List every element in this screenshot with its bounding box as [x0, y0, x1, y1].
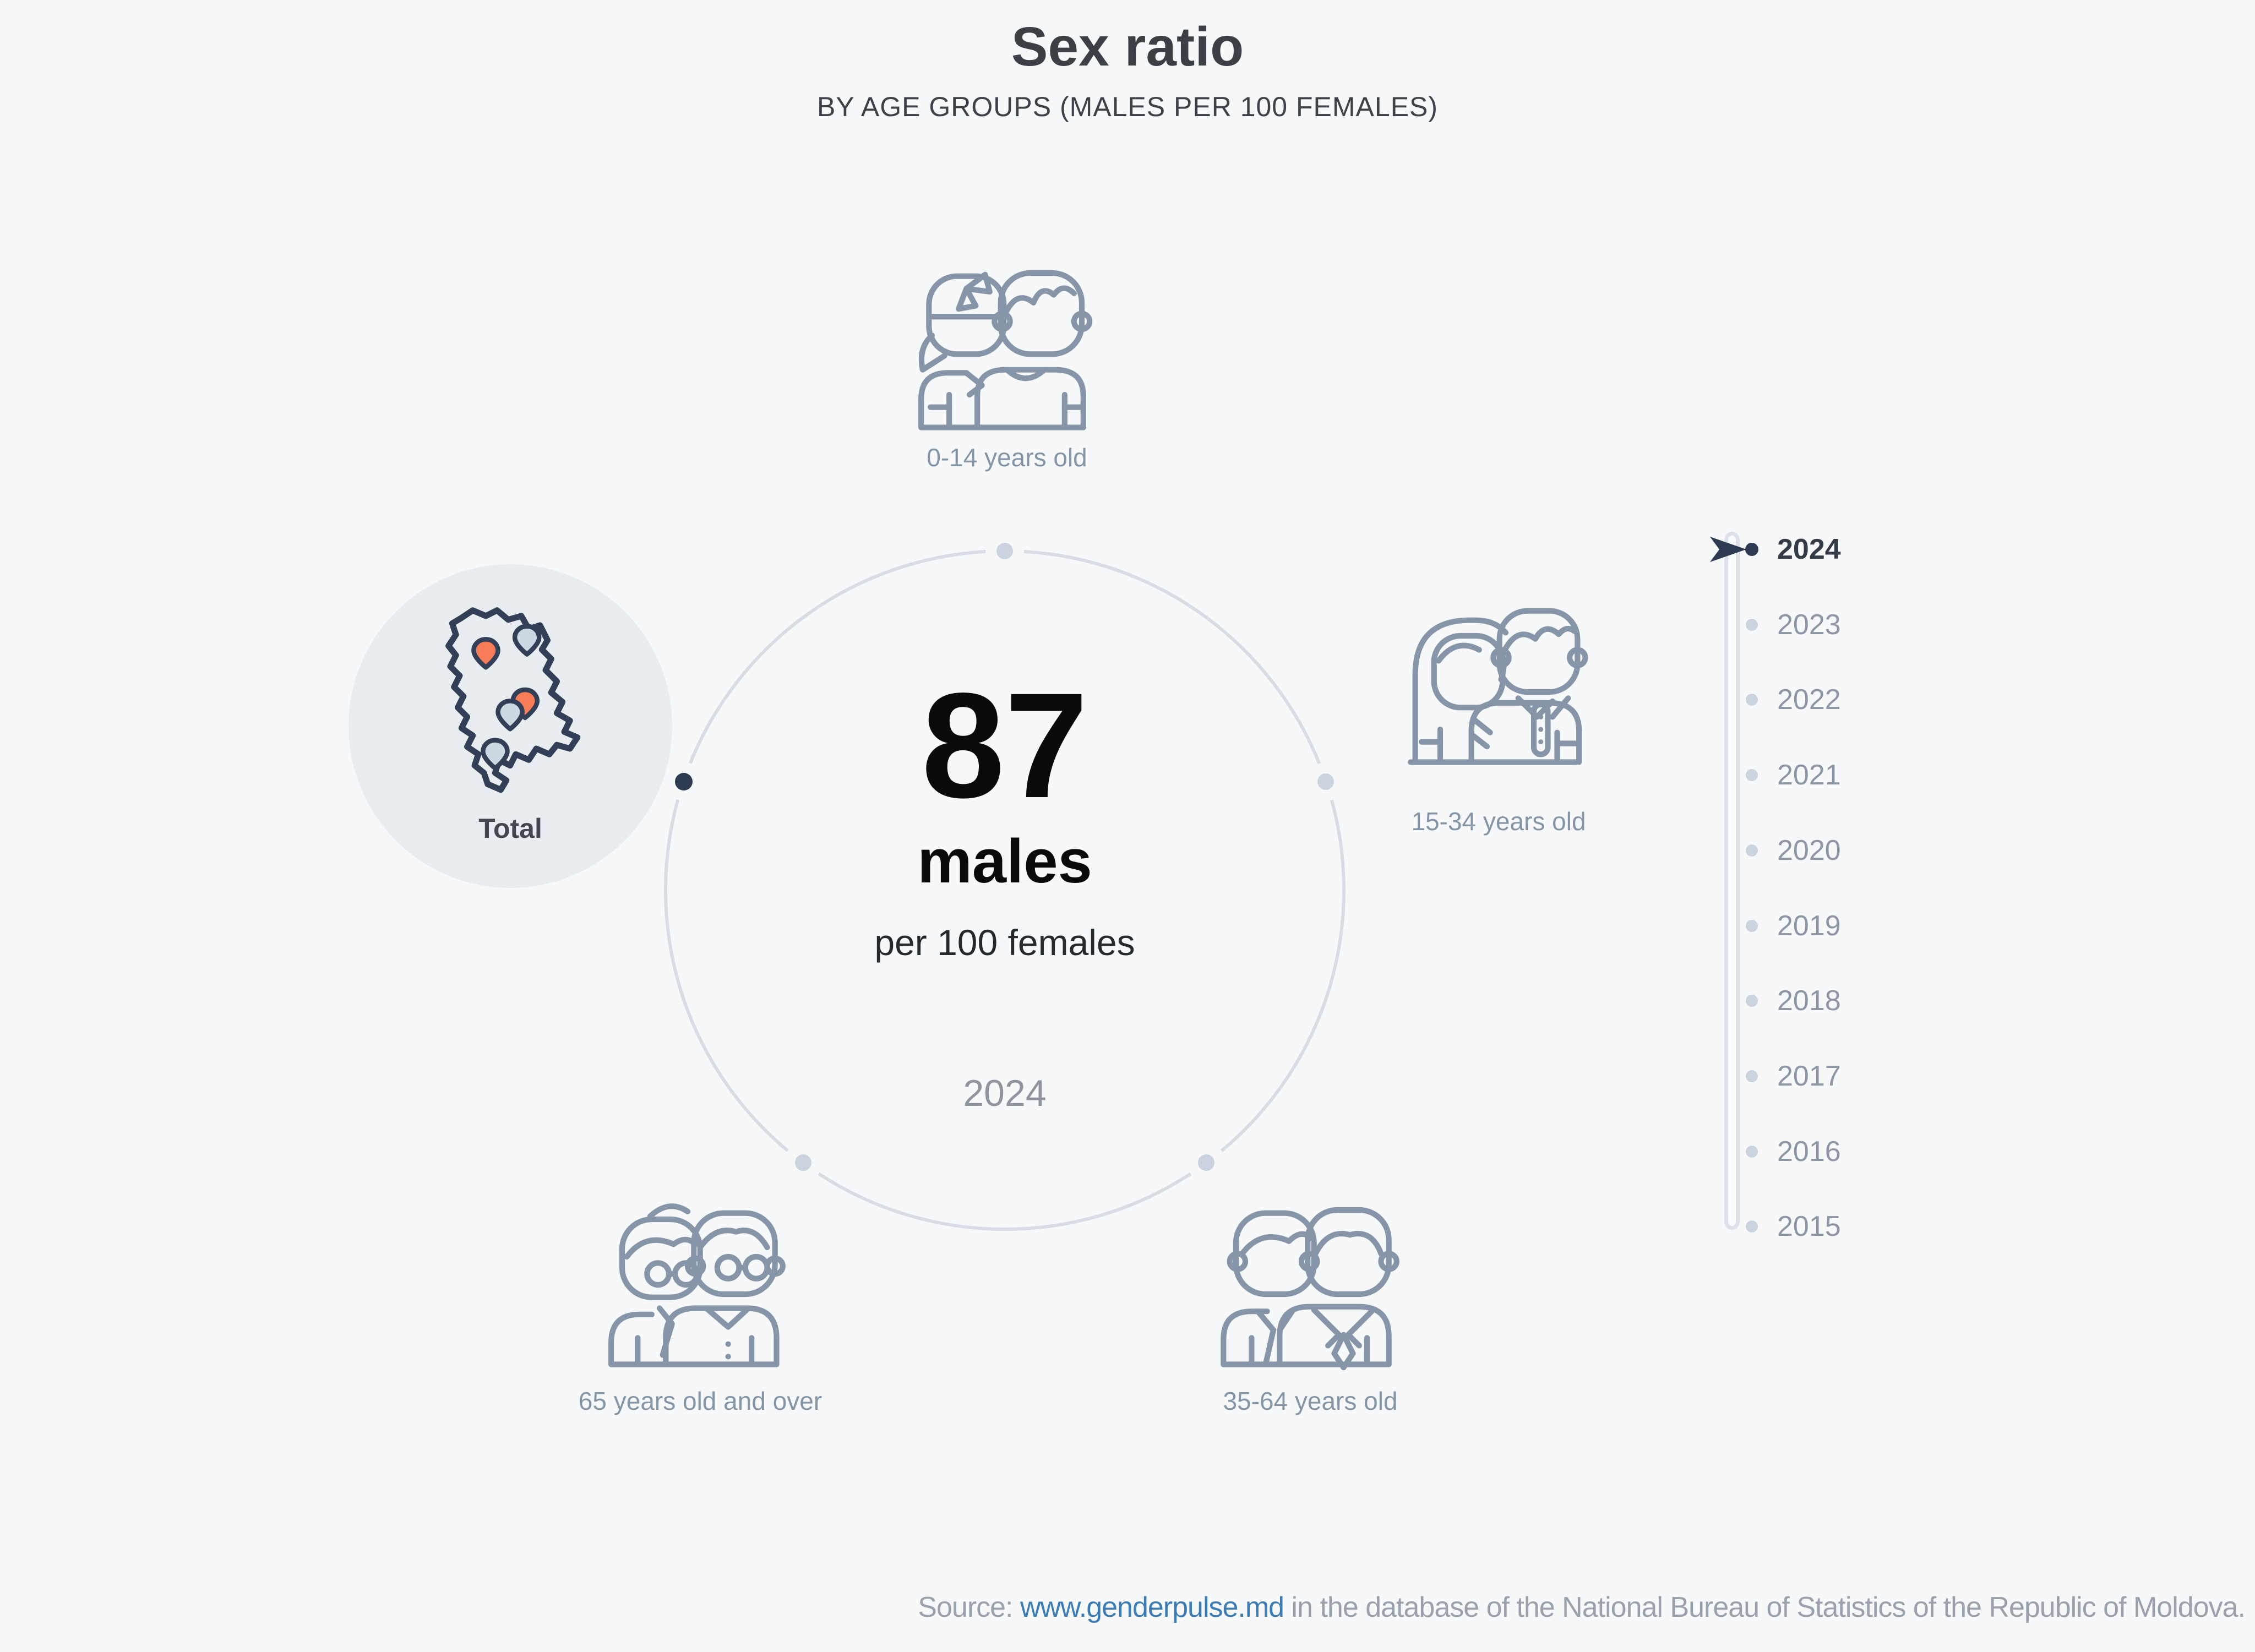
year-label[interactable]: 2018 [1777, 985, 1841, 1017]
node-dot-65-over[interactable] [795, 1154, 811, 1171]
year-label[interactable]: 2021 [1777, 759, 1841, 791]
year-item-2023[interactable]: 2023 [1740, 609, 1971, 640]
map-pins [471, 624, 542, 771]
year-label[interactable]: 2017 [1777, 1060, 1841, 1092]
ratio-unit: males [917, 827, 1092, 896]
year-label[interactable]: 2020 [1777, 835, 1841, 866]
light-pin-icon [481, 738, 510, 771]
young-adults-duo-icon[interactable] [1403, 589, 1590, 776]
year-dot[interactable] [1746, 619, 1758, 631]
year-label[interactable]: 2016 [1777, 1136, 1841, 1168]
label-35-64[interactable]: 35-64 years old [1223, 1387, 1398, 1415]
year-dot[interactable] [1746, 769, 1758, 781]
middle-aged-duo-icon[interactable] [1217, 1191, 1404, 1378]
year-label[interactable]: 2024 [1777, 533, 1841, 565]
year-item-2019[interactable]: 2019 [1740, 910, 1971, 941]
ring-circle [664, 549, 1346, 1231]
orange-pin-icon [471, 637, 500, 670]
year-dot[interactable] [1746, 995, 1758, 1007]
page-subtitle: BY AGE GROUPS (MALES PER 100 FEMALES) [816, 91, 1439, 122]
light-pin-icon [495, 699, 525, 732]
page-title: Sex ratio [1011, 16, 1244, 78]
year-item-2022[interactable]: 2022 [1740, 684, 1971, 715]
year-dot[interactable] [1746, 844, 1758, 857]
year-dot[interactable] [1746, 920, 1758, 932]
children-duo-icon[interactable] [913, 254, 1101, 441]
light-pin-icon [512, 624, 542, 657]
node-dot-0-14[interactable] [996, 543, 1013, 559]
label-0-14[interactable]: 0-14 years old [927, 443, 1087, 472]
year-item-2015[interactable]: 2015 [1740, 1211, 1971, 1242]
year-label[interactable]: 2022 [1777, 684, 1841, 716]
source-suffix: in the database of the National Bureau o… [1284, 1591, 2246, 1623]
ratio-year: 2024 [963, 1072, 1047, 1114]
node-dot-total-selected[interactable] [675, 773, 693, 790]
label-65-over[interactable]: 65 years old and over [578, 1387, 823, 1415]
moldova-outline [445, 607, 581, 793]
total-label: Total [478, 813, 542, 844]
year-label[interactable]: 2023 [1777, 609, 1841, 641]
year-dot[interactable] [1746, 1146, 1758, 1158]
year-label[interactable]: 2019 [1777, 910, 1841, 942]
year-dot[interactable] [1746, 1070, 1758, 1082]
ratio-value: 87 [921, 662, 1088, 829]
year-slider-track[interactable] [1724, 532, 1740, 1230]
year-item-2016[interactable]: 2016 [1740, 1136, 1971, 1167]
year-item-2020[interactable]: 2020 [1740, 835, 1971, 866]
ratio-per-label: per 100 females [874, 922, 1135, 963]
node-dot-35-64[interactable] [1198, 1154, 1214, 1171]
node-dot-15-34[interactable] [1317, 773, 1334, 790]
source-link[interactable]: www.genderpulse.md [1020, 1591, 1284, 1623]
year-item-2024[interactable]: 2024 [1740, 534, 1971, 565]
year-dot[interactable] [1746, 694, 1758, 706]
year-item-2018[interactable]: 2018 [1740, 985, 1971, 1016]
selected-year-arrow-icon [1710, 537, 1746, 562]
year-label[interactable]: 2015 [1777, 1211, 1841, 1242]
map-of-moldova-icon [445, 607, 581, 793]
source-prefix: Source: [918, 1591, 1020, 1623]
year-item-2021[interactable]: 2021 [1740, 760, 1971, 790]
year-item-2017[interactable]: 2017 [1740, 1061, 1971, 1092]
year-dot[interactable] [1745, 543, 1758, 556]
seniors-duo-icon[interactable] [603, 1191, 791, 1378]
label-15-34[interactable]: 15-34 years old [1411, 807, 1586, 836]
year-dot[interactable] [1746, 1220, 1758, 1233]
source-note: Source: www.genderpulse.md in the databa… [918, 1591, 2246, 1624]
